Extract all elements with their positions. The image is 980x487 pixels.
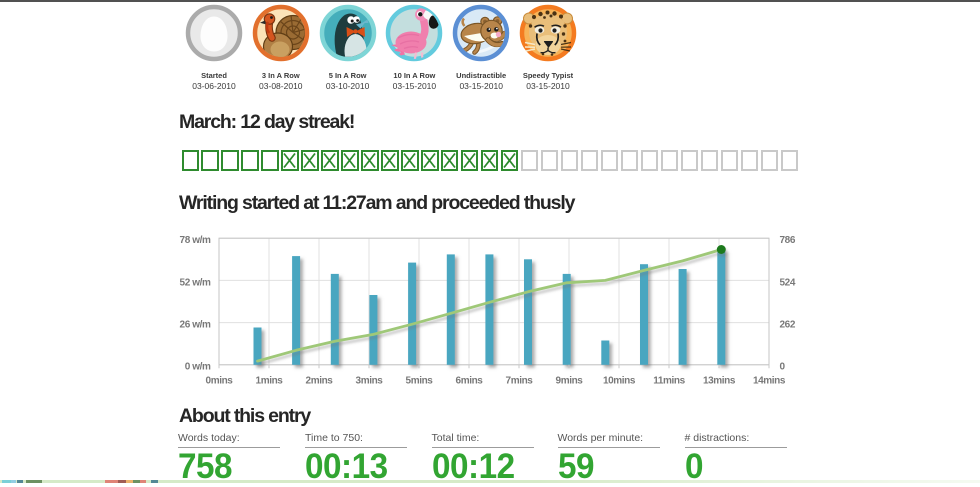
svg-text:0 w/m: 0 w/m: [185, 362, 211, 373]
svg-text:14mins: 14mins: [753, 376, 786, 387]
svg-text:13mins: 13mins: [703, 376, 736, 387]
svg-text:3mins: 3mins: [356, 376, 384, 387]
svg-text:0mins: 0mins: [206, 376, 234, 387]
svg-text:0: 0: [780, 362, 786, 373]
svg-text:78 w/m: 78 w/m: [180, 235, 211, 246]
svg-text:5mins: 5mins: [406, 376, 434, 387]
svg-text:262: 262: [780, 320, 796, 331]
svg-text:2mins: 2mins: [306, 376, 334, 387]
svg-text:10mins: 10mins: [603, 376, 636, 387]
svg-text:524: 524: [780, 277, 796, 288]
svg-text:52 w/m: 52 w/m: [180, 277, 211, 288]
svg-text:7mins: 7mins: [506, 376, 534, 387]
svg-text:1mins: 1mins: [256, 376, 284, 387]
svg-text:9mins: 9mins: [556, 376, 584, 387]
svg-text:11mins: 11mins: [653, 376, 685, 387]
svg-text:26 w/m: 26 w/m: [180, 320, 211, 331]
svg-text:6mins: 6mins: [456, 376, 484, 387]
svg-text:786: 786: [780, 235, 796, 246]
